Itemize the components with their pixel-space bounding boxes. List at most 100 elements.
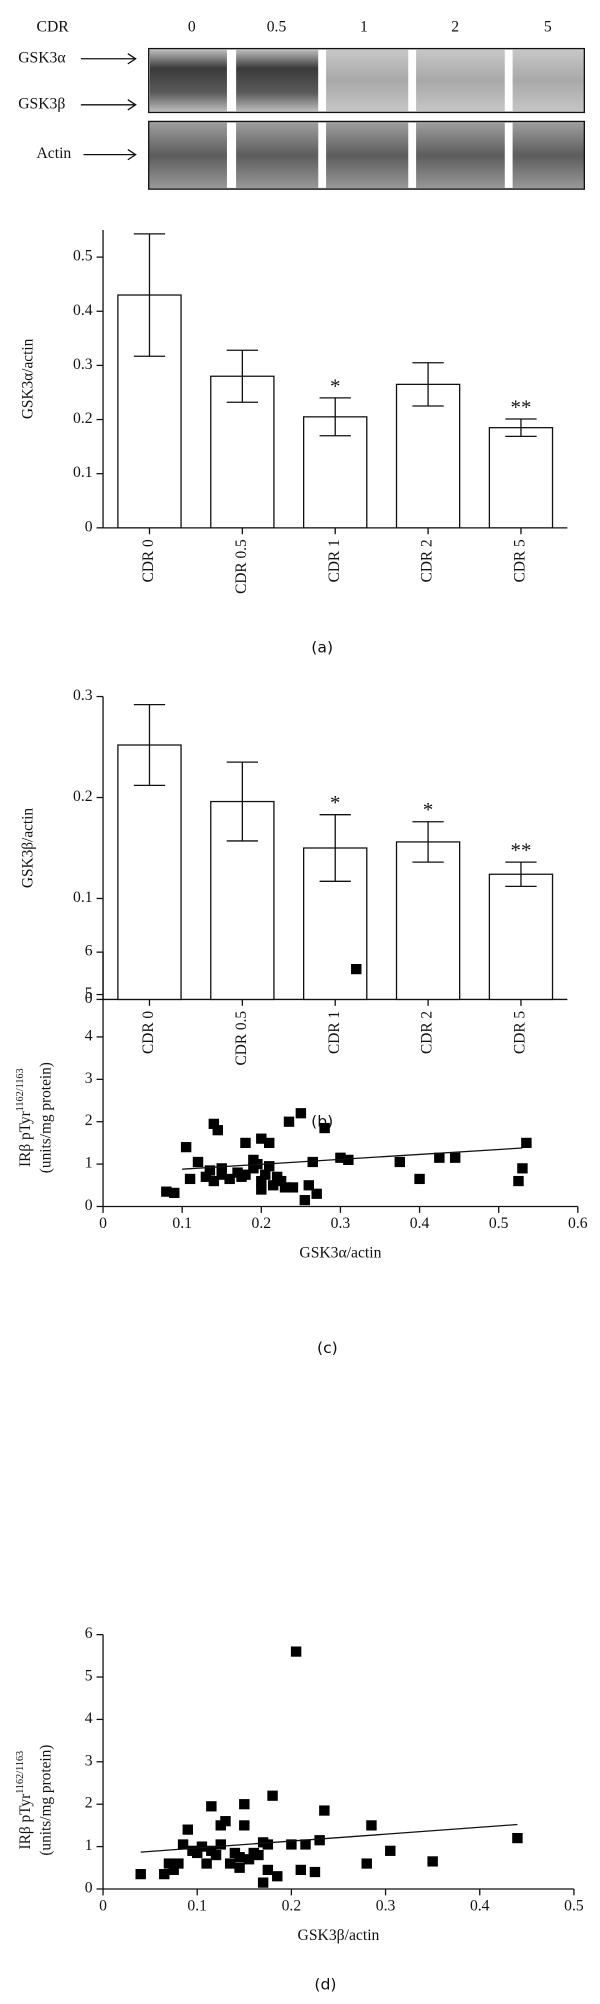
x-tick-label: CDR 0 xyxy=(140,539,157,582)
x-tick-label: 0.1 xyxy=(187,1898,207,1915)
point xyxy=(184,1173,196,1185)
significance: * xyxy=(330,376,340,398)
panel-label: (a) xyxy=(311,639,333,657)
band-label: GSK3α xyxy=(18,49,65,66)
point xyxy=(192,1156,204,1168)
point xyxy=(286,1839,297,1850)
y-axis-title: GSK3α/actin xyxy=(19,338,36,419)
bar xyxy=(210,375,275,529)
point xyxy=(512,1832,523,1844)
point xyxy=(449,1152,461,1163)
point xyxy=(224,1173,235,1185)
point xyxy=(135,1869,146,1880)
lane-label: 0 xyxy=(188,19,196,36)
y-axis-title-sup: 1162/1163 xyxy=(15,1068,26,1111)
point xyxy=(513,1175,524,1187)
point xyxy=(168,1864,179,1876)
point xyxy=(256,1184,267,1195)
significance: * xyxy=(330,792,340,814)
point xyxy=(343,1154,354,1165)
point xyxy=(319,1122,330,1134)
y-axis-title: GSK3β/actin xyxy=(19,808,36,888)
point xyxy=(234,1852,245,1863)
y-tick-label: 0 xyxy=(85,518,93,535)
point xyxy=(267,1180,279,1191)
x-tick-label: CDR 5 xyxy=(511,1011,528,1054)
point xyxy=(220,1816,231,1827)
point xyxy=(173,1858,184,1869)
point xyxy=(257,1877,269,1888)
point xyxy=(287,1182,299,1193)
y-tick-label: 4 xyxy=(85,1028,93,1045)
point xyxy=(243,1854,255,1865)
lane-label: 5 xyxy=(544,19,552,36)
bar xyxy=(395,841,461,1001)
point xyxy=(314,1835,325,1846)
point xyxy=(234,1862,245,1873)
point xyxy=(201,1858,212,1869)
x-tick-label: 0.5 xyxy=(489,1215,509,1232)
x-axis-title: GSK3α/actin xyxy=(299,1244,381,1261)
x-tick-label: CDR 1 xyxy=(326,539,343,582)
point xyxy=(319,1805,330,1816)
y-axis-title-part: IRβ pTyr xyxy=(17,1793,34,1850)
bar xyxy=(117,744,182,1001)
point xyxy=(182,1824,194,1835)
significance: ** xyxy=(511,840,532,862)
point xyxy=(212,1125,223,1136)
point xyxy=(307,1156,318,1168)
point xyxy=(303,1180,314,1191)
point xyxy=(283,1116,295,1127)
lane-label: 0.5 xyxy=(267,19,287,36)
point xyxy=(161,1186,172,1197)
point xyxy=(394,1156,405,1168)
blot-image xyxy=(148,47,585,190)
x-tick-label: 0 xyxy=(99,1898,107,1915)
point xyxy=(239,1820,250,1831)
point xyxy=(434,1152,445,1163)
point xyxy=(295,1864,307,1876)
point xyxy=(351,963,362,975)
point xyxy=(300,1839,311,1850)
point xyxy=(216,1163,227,1174)
x-tick-label: 0.2 xyxy=(282,1898,302,1915)
x-tick-label: CDR 0.5 xyxy=(233,539,250,594)
x-tick-label: 0.3 xyxy=(331,1215,351,1232)
point xyxy=(521,1137,532,1149)
point xyxy=(206,1801,217,1812)
point xyxy=(256,1175,267,1187)
y-tick-label: 3 xyxy=(85,1070,93,1087)
bar xyxy=(302,416,368,529)
point xyxy=(279,1182,291,1193)
point xyxy=(169,1187,180,1199)
point xyxy=(215,1839,226,1850)
x-tick-label: CDR 2 xyxy=(419,1011,436,1054)
point xyxy=(163,1858,175,1869)
point xyxy=(385,1845,396,1856)
point xyxy=(517,1163,528,1174)
y-tick-label: 4 xyxy=(85,1710,93,1727)
x-tick-label: 0.1 xyxy=(172,1215,192,1232)
y-tick-label: 0.2 xyxy=(73,788,93,805)
x-tick-label: 0.6 xyxy=(568,1215,588,1232)
point xyxy=(262,1839,274,1850)
point xyxy=(275,1175,287,1187)
arrows xyxy=(80,53,137,161)
point xyxy=(414,1173,425,1185)
point xyxy=(159,1869,170,1880)
significance: ** xyxy=(511,397,532,419)
y-tick-label: 0.3 xyxy=(73,356,93,373)
trendline xyxy=(182,1147,523,1170)
point xyxy=(295,1108,307,1119)
point xyxy=(196,1841,208,1852)
x-tick-label: CDR 2 xyxy=(419,539,436,582)
x-tick-label: 0.5 xyxy=(564,1898,584,1915)
y-axis-title-sup: 1162/1163 xyxy=(15,1751,26,1794)
point xyxy=(216,1169,227,1180)
point xyxy=(260,1169,271,1180)
y-tick-label: 1 xyxy=(85,1155,93,1172)
y-tick-label: 5 xyxy=(85,1668,93,1685)
x-tick-label: 0.2 xyxy=(252,1215,272,1232)
point xyxy=(204,1165,216,1176)
point xyxy=(208,1118,220,1129)
